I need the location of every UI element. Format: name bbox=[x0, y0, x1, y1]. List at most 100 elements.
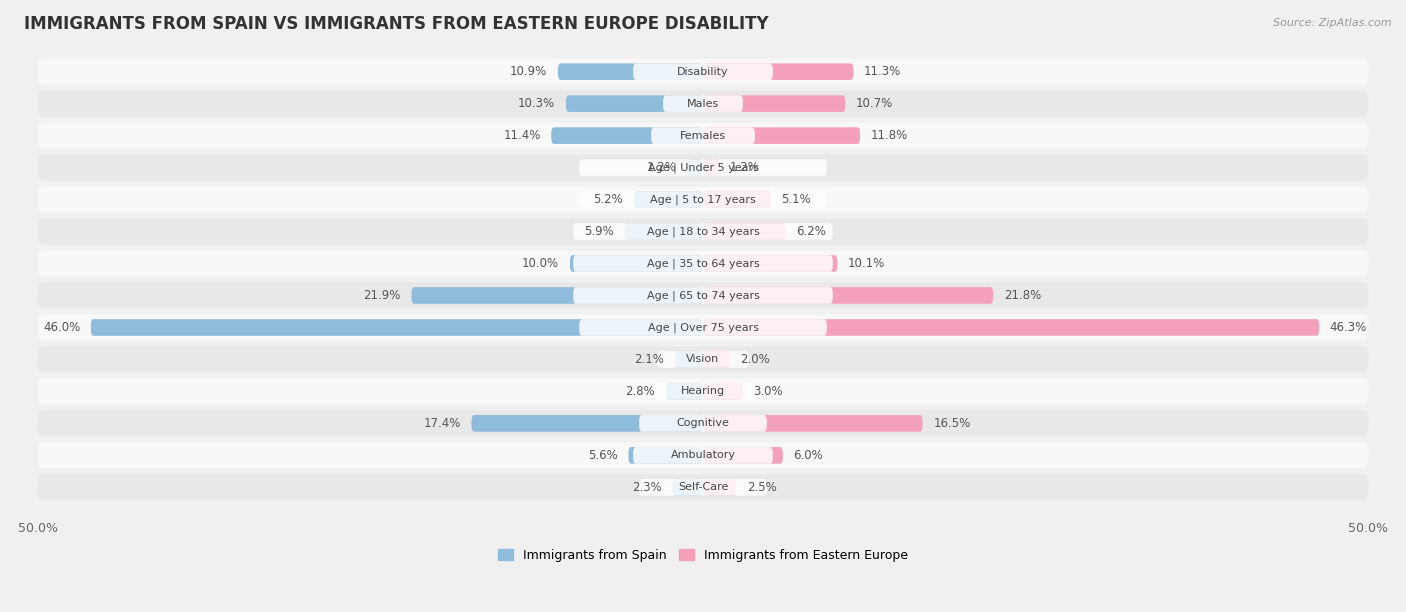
FancyBboxPatch shape bbox=[38, 122, 1368, 149]
FancyBboxPatch shape bbox=[38, 91, 1368, 117]
Text: 21.8%: 21.8% bbox=[1004, 289, 1040, 302]
FancyBboxPatch shape bbox=[703, 447, 783, 464]
Text: Vision: Vision bbox=[686, 354, 720, 364]
FancyBboxPatch shape bbox=[38, 410, 1368, 436]
FancyBboxPatch shape bbox=[38, 250, 1368, 277]
FancyBboxPatch shape bbox=[634, 191, 703, 208]
FancyBboxPatch shape bbox=[665, 383, 703, 400]
Text: 46.0%: 46.0% bbox=[44, 321, 80, 334]
FancyBboxPatch shape bbox=[574, 287, 832, 304]
FancyBboxPatch shape bbox=[703, 223, 786, 240]
Text: 11.8%: 11.8% bbox=[870, 129, 908, 142]
FancyBboxPatch shape bbox=[633, 447, 773, 464]
Text: IMMIGRANTS FROM SPAIN VS IMMIGRANTS FROM EASTERN EUROPE DISABILITY: IMMIGRANTS FROM SPAIN VS IMMIGRANTS FROM… bbox=[24, 15, 769, 33]
Text: Hearing: Hearing bbox=[681, 386, 725, 397]
FancyBboxPatch shape bbox=[675, 351, 703, 368]
FancyBboxPatch shape bbox=[664, 95, 742, 112]
FancyBboxPatch shape bbox=[703, 127, 860, 144]
FancyBboxPatch shape bbox=[579, 319, 827, 336]
Text: Cognitive: Cognitive bbox=[676, 419, 730, 428]
Text: 10.7%: 10.7% bbox=[856, 97, 893, 110]
Text: 2.3%: 2.3% bbox=[631, 481, 662, 494]
FancyBboxPatch shape bbox=[640, 479, 766, 496]
FancyBboxPatch shape bbox=[703, 64, 853, 80]
Text: 1.2%: 1.2% bbox=[647, 161, 676, 174]
FancyBboxPatch shape bbox=[38, 474, 1368, 501]
FancyBboxPatch shape bbox=[688, 159, 703, 176]
Text: 11.4%: 11.4% bbox=[503, 129, 541, 142]
FancyBboxPatch shape bbox=[579, 191, 827, 208]
Text: 2.0%: 2.0% bbox=[741, 353, 770, 366]
FancyBboxPatch shape bbox=[574, 223, 832, 240]
FancyBboxPatch shape bbox=[703, 287, 993, 304]
Text: 5.6%: 5.6% bbox=[588, 449, 617, 462]
FancyBboxPatch shape bbox=[38, 59, 1368, 85]
FancyBboxPatch shape bbox=[703, 159, 718, 176]
Text: Age | Under 5 years: Age | Under 5 years bbox=[648, 162, 758, 173]
Text: 10.1%: 10.1% bbox=[848, 257, 886, 270]
FancyBboxPatch shape bbox=[551, 127, 703, 144]
Text: 5.1%: 5.1% bbox=[782, 193, 811, 206]
FancyBboxPatch shape bbox=[38, 315, 1368, 340]
FancyBboxPatch shape bbox=[672, 479, 703, 496]
FancyBboxPatch shape bbox=[91, 319, 703, 336]
Text: 2.1%: 2.1% bbox=[634, 353, 665, 366]
Text: 3.0%: 3.0% bbox=[754, 385, 783, 398]
Text: Age | 18 to 34 years: Age | 18 to 34 years bbox=[647, 226, 759, 237]
Text: 6.2%: 6.2% bbox=[796, 225, 827, 238]
FancyBboxPatch shape bbox=[38, 187, 1368, 212]
FancyBboxPatch shape bbox=[703, 351, 730, 368]
Legend: Immigrants from Spain, Immigrants from Eastern Europe: Immigrants from Spain, Immigrants from E… bbox=[494, 543, 912, 567]
Text: 10.3%: 10.3% bbox=[519, 97, 555, 110]
FancyBboxPatch shape bbox=[38, 442, 1368, 468]
Text: Age | Over 75 years: Age | Over 75 years bbox=[648, 322, 758, 333]
Text: 17.4%: 17.4% bbox=[423, 417, 461, 430]
FancyBboxPatch shape bbox=[651, 127, 755, 144]
FancyBboxPatch shape bbox=[628, 447, 703, 464]
FancyBboxPatch shape bbox=[651, 383, 755, 400]
FancyBboxPatch shape bbox=[640, 415, 766, 431]
Text: Males: Males bbox=[688, 99, 718, 109]
FancyBboxPatch shape bbox=[579, 159, 827, 176]
Text: 16.5%: 16.5% bbox=[934, 417, 970, 430]
FancyBboxPatch shape bbox=[703, 319, 1319, 336]
FancyBboxPatch shape bbox=[558, 64, 703, 80]
Text: 5.9%: 5.9% bbox=[583, 225, 614, 238]
Text: Disability: Disability bbox=[678, 67, 728, 76]
FancyBboxPatch shape bbox=[412, 287, 703, 304]
Text: Age | 65 to 74 years: Age | 65 to 74 years bbox=[647, 290, 759, 300]
FancyBboxPatch shape bbox=[569, 255, 703, 272]
FancyBboxPatch shape bbox=[703, 255, 838, 272]
Text: 2.5%: 2.5% bbox=[747, 481, 776, 494]
Text: 10.9%: 10.9% bbox=[510, 65, 547, 78]
Text: 1.2%: 1.2% bbox=[730, 161, 759, 174]
Text: 10.0%: 10.0% bbox=[522, 257, 560, 270]
Text: 2.8%: 2.8% bbox=[626, 385, 655, 398]
FancyBboxPatch shape bbox=[574, 255, 832, 272]
Text: Age | 5 to 17 years: Age | 5 to 17 years bbox=[650, 195, 756, 205]
FancyBboxPatch shape bbox=[38, 378, 1368, 405]
FancyBboxPatch shape bbox=[703, 95, 845, 112]
FancyBboxPatch shape bbox=[38, 346, 1368, 373]
Text: 21.9%: 21.9% bbox=[364, 289, 401, 302]
FancyBboxPatch shape bbox=[38, 218, 1368, 245]
Text: Source: ZipAtlas.com: Source: ZipAtlas.com bbox=[1274, 18, 1392, 28]
FancyBboxPatch shape bbox=[703, 415, 922, 431]
FancyBboxPatch shape bbox=[38, 154, 1368, 181]
FancyBboxPatch shape bbox=[633, 64, 773, 80]
FancyBboxPatch shape bbox=[567, 95, 703, 112]
Text: 46.3%: 46.3% bbox=[1330, 321, 1367, 334]
Text: 11.3%: 11.3% bbox=[865, 65, 901, 78]
Text: Ambulatory: Ambulatory bbox=[671, 450, 735, 460]
FancyBboxPatch shape bbox=[38, 282, 1368, 308]
FancyBboxPatch shape bbox=[657, 351, 749, 368]
FancyBboxPatch shape bbox=[703, 479, 737, 496]
Text: Age | 35 to 64 years: Age | 35 to 64 years bbox=[647, 258, 759, 269]
Text: Self-Care: Self-Care bbox=[678, 482, 728, 492]
FancyBboxPatch shape bbox=[624, 223, 703, 240]
FancyBboxPatch shape bbox=[471, 415, 703, 431]
Text: 6.0%: 6.0% bbox=[793, 449, 824, 462]
Text: 5.2%: 5.2% bbox=[593, 193, 623, 206]
FancyBboxPatch shape bbox=[703, 191, 770, 208]
FancyBboxPatch shape bbox=[703, 383, 742, 400]
